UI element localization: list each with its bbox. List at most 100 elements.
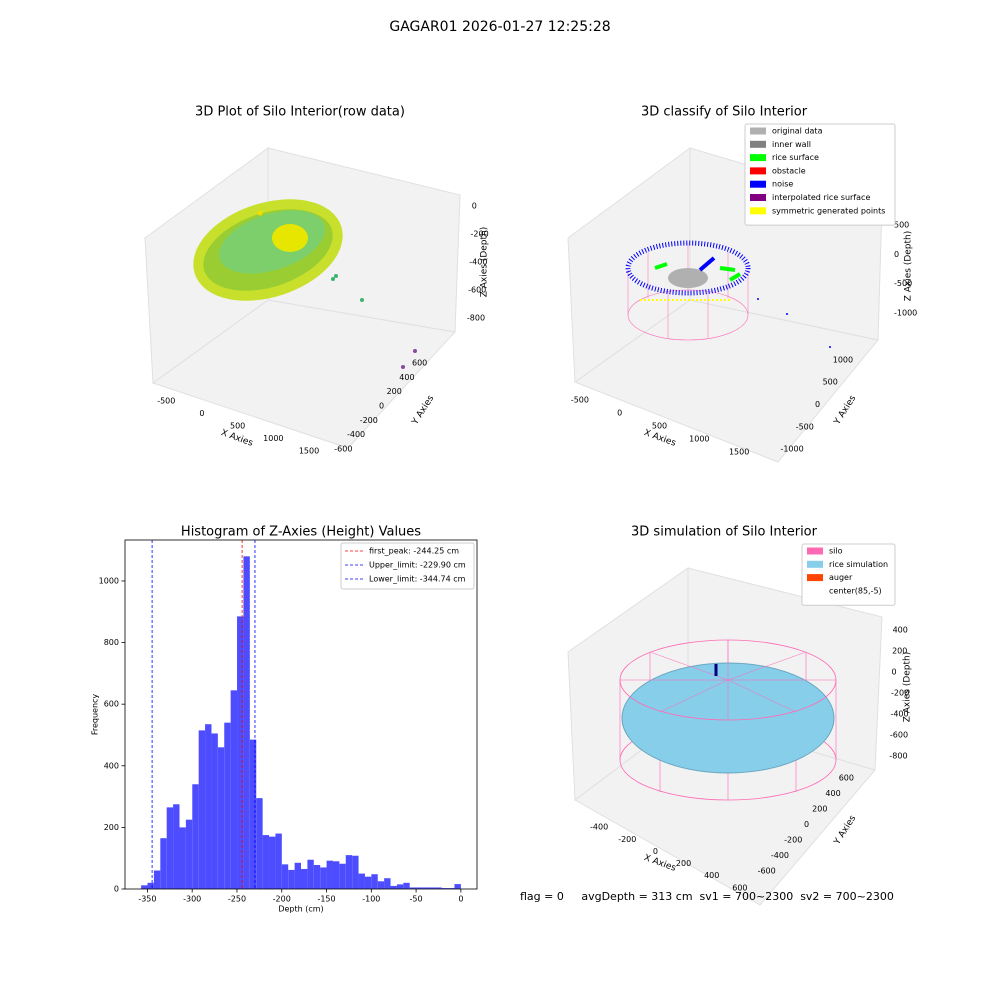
- legend-label: first_peak: -244.25 cm: [369, 547, 459, 556]
- y-tick-label: 500: [823, 378, 838, 387]
- bar: [332, 861, 340, 889]
- x-tick-label: 1500: [729, 447, 749, 456]
- legend-patch: [750, 167, 766, 175]
- bar: [141, 885, 148, 889]
- z-tick-label: 0: [892, 667, 897, 676]
- suptitle: GAGAR01 2026-01-27 12:25:28: [389, 19, 610, 35]
- silo-simulation: [619, 639, 837, 801]
- legend-label: interpolated rice surface: [772, 193, 870, 202]
- bar: [320, 867, 327, 889]
- legend-patch: [750, 207, 766, 215]
- point-cloud-2: [625, 240, 831, 348]
- x-tick-label: 0: [653, 847, 658, 856]
- z-tick-label: -500: [894, 279, 912, 288]
- y-tick-label: 800: [104, 638, 119, 647]
- z-tick-label: 400: [893, 625, 908, 634]
- legend-label: noise: [772, 180, 793, 189]
- bar: [313, 864, 321, 889]
- legend-label: center(85,-5): [829, 586, 882, 595]
- y-tick-label: 1000: [833, 355, 853, 364]
- y-tick-label: 0: [804, 820, 809, 829]
- panel-title: 3D Plot of Silo Interior(row data): [195, 105, 405, 120]
- y-tick-label: 400: [399, 373, 414, 382]
- legend-label: obstacle: [772, 166, 806, 175]
- x-tick-label: -400: [590, 823, 608, 832]
- bar: [275, 833, 282, 889]
- x-axis-label: X Axies: [219, 428, 254, 449]
- legend-label: inner wall: [772, 140, 811, 149]
- bar: [352, 855, 359, 889]
- legend-label: rice simulation: [829, 560, 888, 569]
- z-tick-label: -600: [890, 731, 908, 740]
- y-axis-label: Y Axies: [410, 394, 436, 428]
- bar: [237, 616, 244, 889]
- x-tick-label: 600: [732, 883, 747, 892]
- bar: [326, 860, 333, 889]
- bar: [211, 733, 218, 889]
- z-tick-label: -600: [468, 286, 486, 295]
- x-tick-label: 1000: [263, 434, 283, 443]
- bar: [301, 868, 308, 889]
- y-tick-label: 600: [839, 773, 854, 782]
- y-tick-label: 600: [104, 700, 119, 709]
- bar: [205, 724, 212, 889]
- x-tick-label: 500: [230, 422, 245, 431]
- plot-frame: [124, 539, 478, 890]
- legend-label: Lower_limit: -344.74 cm: [369, 575, 466, 584]
- bar: [384, 878, 391, 889]
- legend-patch: [750, 180, 766, 188]
- y-tick-label: 1000: [99, 576, 119, 585]
- z-tick-label: -400: [469, 258, 487, 267]
- bar: [448, 888, 455, 889]
- x-tick-label: -150: [317, 895, 335, 904]
- bar: [371, 874, 378, 889]
- y-tick-label: -400: [347, 430, 365, 439]
- y-tick-label: -500: [796, 422, 814, 431]
- z-tick-label: 500: [894, 220, 909, 229]
- x-tick-label: 400: [704, 871, 719, 880]
- bar: [396, 884, 404, 889]
- panel-title: Histogram of Z-Axies (Height) Values: [181, 525, 421, 540]
- x-axis-label: Depth (cm): [278, 905, 323, 914]
- bar: [428, 887, 436, 889]
- x-tick-label: 0: [617, 409, 622, 418]
- z-tick-label: 0: [472, 202, 477, 211]
- y-tick-label: -400: [771, 851, 789, 860]
- bar: [160, 838, 167, 889]
- legend-patch: [807, 574, 823, 582]
- z-axis-label: Z Axies (Depth): [903, 652, 913, 723]
- z-tick-label: -800: [467, 314, 485, 323]
- bar: [192, 784, 199, 889]
- bar: [256, 798, 263, 889]
- bar: [249, 739, 257, 889]
- y-tick-label: -600: [758, 867, 776, 876]
- legend-label: original data: [772, 127, 823, 136]
- x-tick-label: 0: [458, 895, 463, 904]
- bar: [224, 722, 231, 889]
- x-tick-label: 0: [199, 409, 204, 418]
- bar: [307, 859, 314, 889]
- bar: [243, 556, 250, 889]
- legend-patch: [750, 194, 766, 201]
- bar: [441, 888, 449, 889]
- bar: [403, 882, 410, 889]
- y-tick-label: -1000: [780, 445, 803, 454]
- legend-patch: [750, 154, 766, 162]
- x-tick-label: 1500: [299, 447, 319, 456]
- bar: [166, 807, 174, 889]
- y-axis-label: Y Axies: [832, 394, 858, 428]
- bar: [422, 887, 429, 889]
- x-tick-label: 1000: [689, 435, 709, 444]
- y-tick-label: -200: [360, 416, 378, 425]
- x-tick-label: -50: [410, 895, 423, 904]
- y-axis-label: Y Axies: [832, 814, 858, 848]
- bar: [390, 885, 397, 889]
- legend-label: symmetric generated points: [772, 206, 885, 215]
- legend-patch: [750, 127, 766, 135]
- legend-box: [744, 123, 896, 226]
- x-tick-label: -500: [571, 396, 589, 405]
- legend-box: [340, 542, 475, 590]
- z-tick-label: -1000: [894, 309, 917, 318]
- x-tick-label: -350: [138, 895, 156, 904]
